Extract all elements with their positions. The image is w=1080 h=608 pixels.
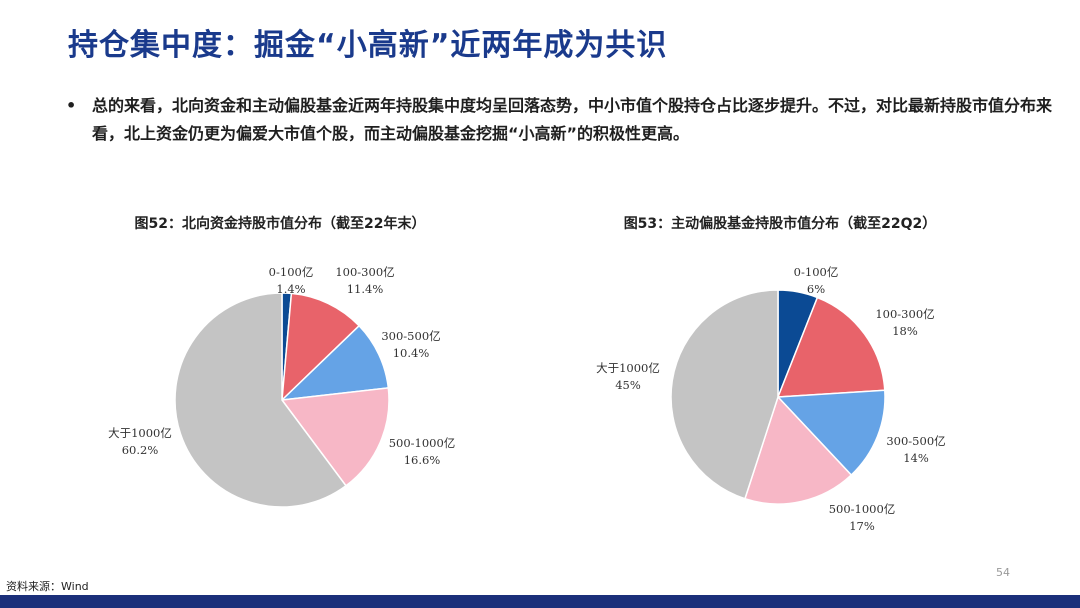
slice-value-100-300: 18% xyxy=(892,324,918,338)
pie-chart-northbound: 0-100亿 1.4% 100-300亿 11.4% 300-500亿 10.4% 500-… xyxy=(108,265,456,508)
summary-text: 总的来看，北向资金和主动偏股基金近两年持股集中度均呈回落态势，中小市值个股持仓占… xyxy=(92,96,1053,143)
chart-title-active-funds: 图53：主动偏股基金持股市值分布（截至22Q2） xyxy=(623,216,937,232)
slice-value-0-100: 1.4% xyxy=(276,282,305,296)
pie-slice-300-500 xyxy=(279,324,390,401)
slice-value-100-300: 11.4% xyxy=(347,282,384,296)
slice-label-100-300: 100-300亿 xyxy=(875,307,934,321)
slice-value-500-1000: 17% xyxy=(849,519,875,533)
slice-label-gt-1000: 大于1000亿 xyxy=(596,361,660,375)
slice-value-gt-1000: 60.2% xyxy=(122,443,159,457)
summary-bullet: • 总的来看，北向资金和主动偏股基金近两年持股集中度均呈回落态势，中小市值个股持… xyxy=(66,92,1056,148)
page-number: 54 xyxy=(996,566,1010,579)
slide-title: 持仓集中度：掘金“小高新”近两年成为共识 xyxy=(68,28,668,63)
pie-slice-gt-1000 xyxy=(174,292,348,508)
slice-value-gt-1000: 45% xyxy=(615,378,641,392)
slice-value-300-500: 10.4% xyxy=(393,346,430,360)
slice-value-300-500: 14% xyxy=(903,451,929,465)
pie-slice-300-500 xyxy=(776,389,886,477)
pie-slice-gt-1000 xyxy=(670,289,779,500)
pie-slice-500-1000 xyxy=(743,395,853,505)
pie-slice-500-1000 xyxy=(280,387,390,487)
pie-slice-100-300 xyxy=(776,296,886,398)
slice-label-0-100: 0-100亿 xyxy=(794,265,839,279)
slice-label-300-500: 300-500亿 xyxy=(381,329,440,343)
pie-slice-100-300 xyxy=(281,292,361,402)
slice-value-0-100: 6% xyxy=(807,282,825,296)
slice-label-300-500: 300-500亿 xyxy=(886,434,945,448)
slice-label-500-1000: 500-1000亿 xyxy=(389,436,456,450)
chart-title-northbound: 图52：北向资金持股市值分布（截至22年末） xyxy=(134,216,426,232)
footer-bar xyxy=(0,595,1080,608)
slice-label-0-100: 0-100亿 xyxy=(269,265,314,279)
slice-value-500-1000: 16.6% xyxy=(404,453,441,467)
slice-label-500-1000: 500-1000亿 xyxy=(829,502,896,516)
slice-label-100-300: 100-300亿 xyxy=(335,265,394,279)
data-source-note: 资料来源：Wind xyxy=(6,580,89,593)
slice-label-gt-1000: 大于1000亿 xyxy=(108,426,172,440)
bullet-icon: • xyxy=(66,96,77,115)
pie-chart-active-funds: 0-100亿 6% 100-300亿 18% 300-500亿 14% 500-1000亿 1… xyxy=(596,265,946,533)
